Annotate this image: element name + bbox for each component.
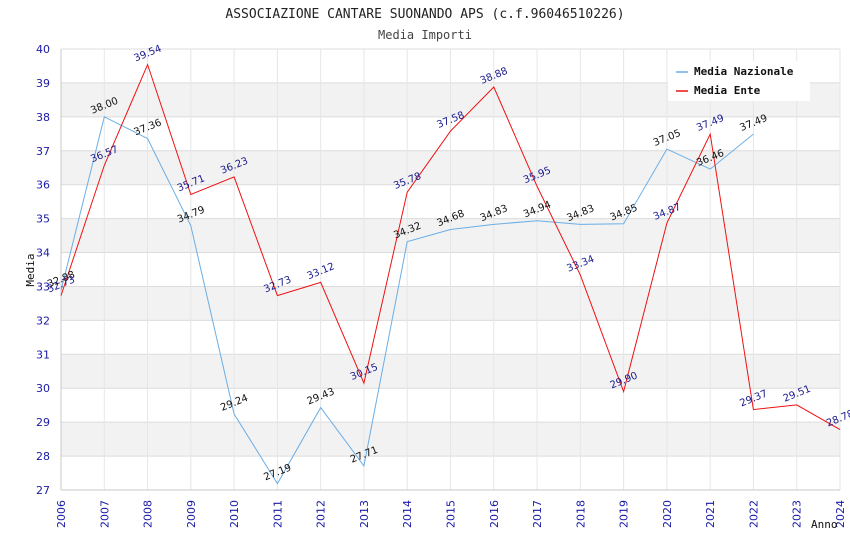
chart-subtitle: Media Importi (378, 28, 472, 42)
y-tick-35: 35 (36, 213, 50, 226)
y-tick-27: 27 (36, 484, 50, 497)
x-tick-2015: 2015 (445, 500, 458, 528)
x-tick-2008: 2008 (142, 500, 155, 528)
x-tick-2023: 2023 (791, 500, 804, 528)
y-tick-39: 39 (36, 77, 50, 90)
x-tick-2010: 2010 (228, 500, 241, 528)
y-tick-37: 37 (36, 145, 50, 158)
x-axis-ticks: 2006 2007 2008 2009 2010 2011 2012 2013 2014 2015… (55, 500, 847, 528)
x-axis-label: Anno (811, 518, 838, 531)
x-tick-2007: 2007 (98, 500, 111, 528)
series-line-media-ente (60, 63, 841, 431)
x-tick-2019: 2019 (618, 500, 631, 528)
y-tick-28: 28 (36, 450, 50, 463)
chart-title: ASSOCIAZIONE CANTARE SUONANDO APS (c.f.9… (225, 7, 624, 22)
x-tick-2016: 2016 (488, 500, 501, 528)
y-tick-38: 38 (36, 111, 50, 124)
x-tick-2021: 2021 (704, 500, 717, 528)
legend-box (668, 61, 810, 101)
y-tick-33: 33 (36, 280, 50, 293)
series-line-media-nazionale (60, 116, 754, 485)
x-tick-2024: 2024 (834, 500, 847, 528)
legend-label-media-ente: Media Ente (694, 84, 761, 97)
y-tick-34: 34 (36, 247, 50, 260)
y-tick-31: 31 (36, 348, 50, 361)
x-tick-2017: 2017 (531, 500, 544, 528)
x-tick-2020: 2020 (661, 500, 674, 528)
y-tick-32: 32 (36, 314, 50, 327)
x-tick-2013: 2013 (358, 500, 371, 528)
x-tick-2009: 2009 (185, 500, 198, 528)
series-lines (60, 63, 841, 485)
x-tick-2022: 2022 (747, 500, 760, 528)
y-tick-29: 29 (36, 416, 50, 429)
axes (60, 49, 840, 491)
y-axis-label: Media (24, 253, 37, 286)
x-tick-2011: 2011 (271, 500, 284, 528)
gridlines (60, 48, 841, 491)
x-tick-2006: 2006 (55, 500, 68, 528)
y-tick-36: 36 (36, 179, 50, 192)
y-tick-40: 40 (36, 43, 50, 56)
x-tick-2014: 2014 (401, 500, 414, 528)
x-tick-2012: 2012 (315, 500, 328, 528)
y-tick-30: 30 (36, 382, 50, 395)
legend-label-media-nazionale: Media Nazionale (694, 65, 794, 78)
legend: Media Nazionale Media Ente (668, 61, 810, 101)
y-axis-ticks: 27 28 29 30 31 32 33 34 35 36 37 38 39 40 (36, 43, 50, 497)
x-tick-2018: 2018 (574, 500, 587, 528)
